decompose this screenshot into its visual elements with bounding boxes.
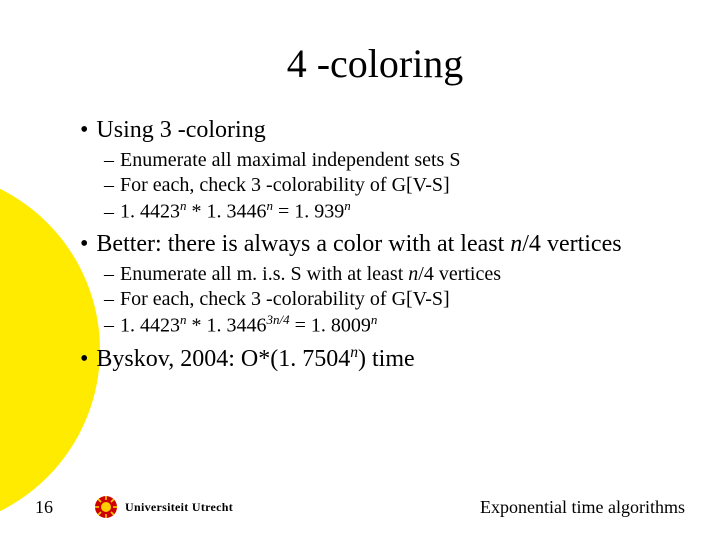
slide-footer: 16 Universiteit Utrecht Exponential time… bbox=[0, 494, 720, 520]
university-name: Universiteit Utrecht bbox=[125, 500, 233, 515]
bullet-check-3color-2: –For each, check 3 -colorability of G[V-… bbox=[122, 287, 670, 312]
sun-icon bbox=[93, 494, 119, 520]
slide-content: 4 -coloring •Using 3 -coloring –Enumerat… bbox=[0, 0, 720, 373]
bullet-using-3coloring: •Using 3 -coloring bbox=[80, 117, 670, 144]
page-number: 16 bbox=[35, 497, 85, 518]
university-logo: Universiteit Utrecht bbox=[93, 494, 233, 520]
bullet-check-3color: –For each, check 3 -colorability of G[V-… bbox=[122, 173, 670, 198]
footer-topic: Exponential time algorithms bbox=[480, 497, 685, 518]
bullet-better: •Better: there is always a color with at… bbox=[80, 231, 670, 258]
bullet-enum-mis-n4: –Enumerate all m. i.s. S with at least n… bbox=[122, 262, 670, 287]
bullet-byskov: •Byskov, 2004: O*(1. 7504n) time bbox=[80, 344, 670, 373]
bullet-text: Enumerate all maximal independent sets S bbox=[120, 149, 460, 171]
bullet-enum-mis: –Enumerate all maximal independent sets … bbox=[122, 148, 670, 173]
bullet-text: For each, check 3 -colorability of G[V-S… bbox=[120, 174, 450, 196]
slide-title: 4 -coloring bbox=[80, 40, 670, 87]
bullet-text: For each, check 3 -colorability of G[V-S… bbox=[120, 288, 450, 310]
bullet-calc-2: –1. 4423n * 1. 34463n/4 = 1. 8009n bbox=[122, 312, 670, 339]
bullet-calc-1: –1. 4423n * 1. 3446n = 1. 939n bbox=[122, 198, 670, 225]
bullet-text: Using 3 -coloring bbox=[96, 117, 265, 143]
